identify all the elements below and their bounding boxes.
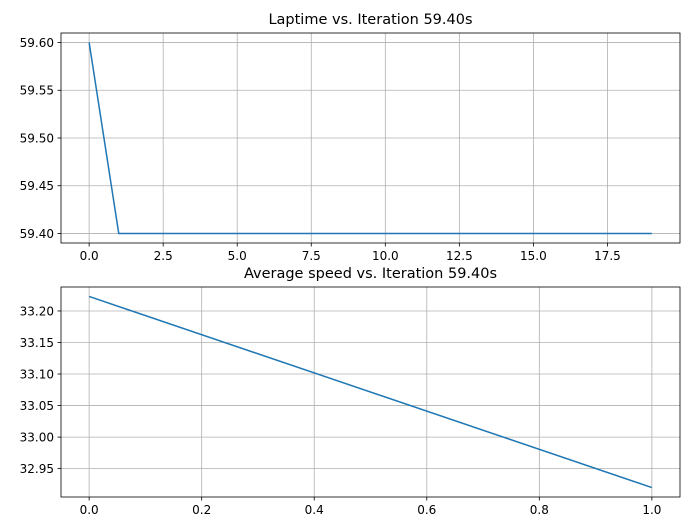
laptime-plot-ytick-label: 59.40 [20, 227, 54, 241]
laptime-plot-xtick-label: 10.0 [372, 249, 399, 263]
speed-plot-title: Average speed vs. Iteration 59.40s [244, 266, 497, 282]
speed-plot-xtick-label: 0.2 [192, 503, 211, 517]
laptime-plot: 0.0 2.5 5.0 7.5 10.0 12.5 15.0 17.5 59.40 59.45 59… [20, 12, 681, 263]
laptime-plot-xtick-label: 12.5 [446, 249, 473, 263]
speed-plot: 0.0 0.2 0.4 0.6 0.8 1.0 32.95 33.00 33.05 33.10 33… [20, 266, 681, 517]
speed-plot-xtick-label: 0.6 [417, 503, 436, 517]
laptime-plot-xtick-label: 17.5 [594, 249, 621, 263]
laptime-plot-title: Laptime vs. Iteration 59.40s [268, 12, 472, 28]
laptime-plot-ytick-label: 59.45 [20, 179, 54, 193]
laptime-plot-xtick-label: 5.0 [228, 249, 247, 263]
speed-plot-xtick-label: 1.0 [642, 503, 661, 517]
speed-plot-xtick-label: 0.0 [80, 503, 99, 517]
speed-plot-axes-frame [60, 286, 681, 498]
laptime-plot-xtick-label: 7.5 [302, 249, 321, 263]
laptime-plot-xtick-label: 2.5 [154, 249, 173, 263]
speed-plot-ytick-label: 33.00 [20, 430, 54, 444]
laptime-plot-xtick-label: 15.0 [520, 249, 547, 263]
speed-plot-ytick-label: 33.05 [20, 399, 54, 413]
speed-plot-series-line [88, 295, 653, 489]
laptime-plot-ytick-label: 59.50 [20, 131, 54, 145]
speed-plot-ytick-label: 33.20 [20, 304, 54, 318]
speed-plot-ytick-label: 33.15 [20, 336, 54, 350]
laptime-plot-ytick-label: 59.60 [20, 36, 54, 50]
speed-plot-ytick-label: 32.95 [20, 462, 54, 476]
laptime-plot-series-line [88, 42, 652, 235]
speed-plot-xtick-label: 0.8 [530, 503, 549, 517]
laptime-plot-xtick-label: 0.0 [80, 249, 99, 263]
speed-plot-xtick-label: 0.4 [305, 503, 324, 517]
laptime-plot-ytick-label: 59.55 [20, 84, 54, 98]
speed-plot-ytick-label: 33.10 [20, 367, 54, 381]
